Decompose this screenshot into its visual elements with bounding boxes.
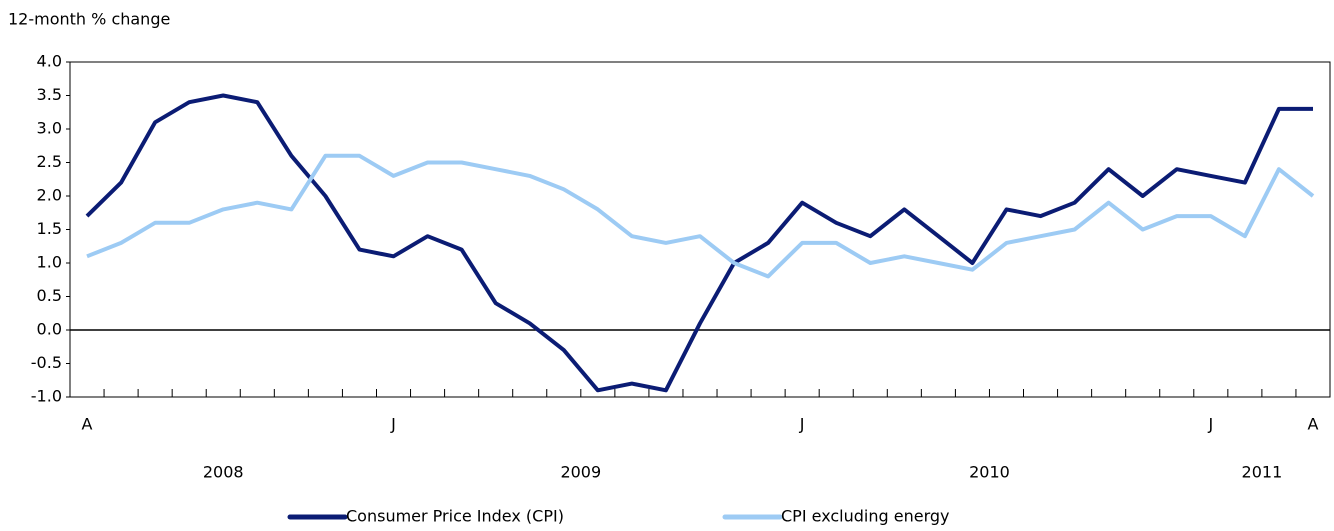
series-line	[85, 93, 1313, 393]
y-tick-label: 0.0	[37, 320, 62, 339]
y-tick-label: 3.0	[37, 119, 62, 138]
x-tick-label: A	[82, 415, 93, 434]
y-tick-label: 1.0	[37, 253, 62, 272]
y-tick-label: 0.5	[37, 286, 62, 305]
y-tick-label: -1.0	[31, 387, 62, 406]
legend-label: CPI excluding energy	[781, 507, 950, 526]
y-axis-label: 12-month % change	[8, 10, 170, 29]
year-label: 2010	[969, 463, 1010, 482]
x-tick-label: J	[799, 415, 805, 434]
y-tick-label: 3.5	[37, 85, 62, 104]
x-tick-label: A	[1307, 415, 1318, 434]
year-label: 2009	[560, 463, 601, 482]
y-tick-label: 2.5	[37, 152, 62, 171]
year-label: 2008	[203, 463, 244, 482]
y-tick-label: -0.5	[31, 353, 62, 372]
legend-label: Consumer Price Index (CPI)	[346, 507, 564, 526]
y-tick-label: 2.0	[37, 186, 62, 205]
x-tick-label: J	[390, 415, 396, 434]
x-tick-label: J	[1207, 415, 1213, 434]
y-tick-label: 4.0	[37, 52, 62, 71]
series-line	[86, 153, 1315, 279]
y-tick-label: 1.5	[37, 219, 62, 238]
year-label: 2011	[1242, 463, 1283, 482]
